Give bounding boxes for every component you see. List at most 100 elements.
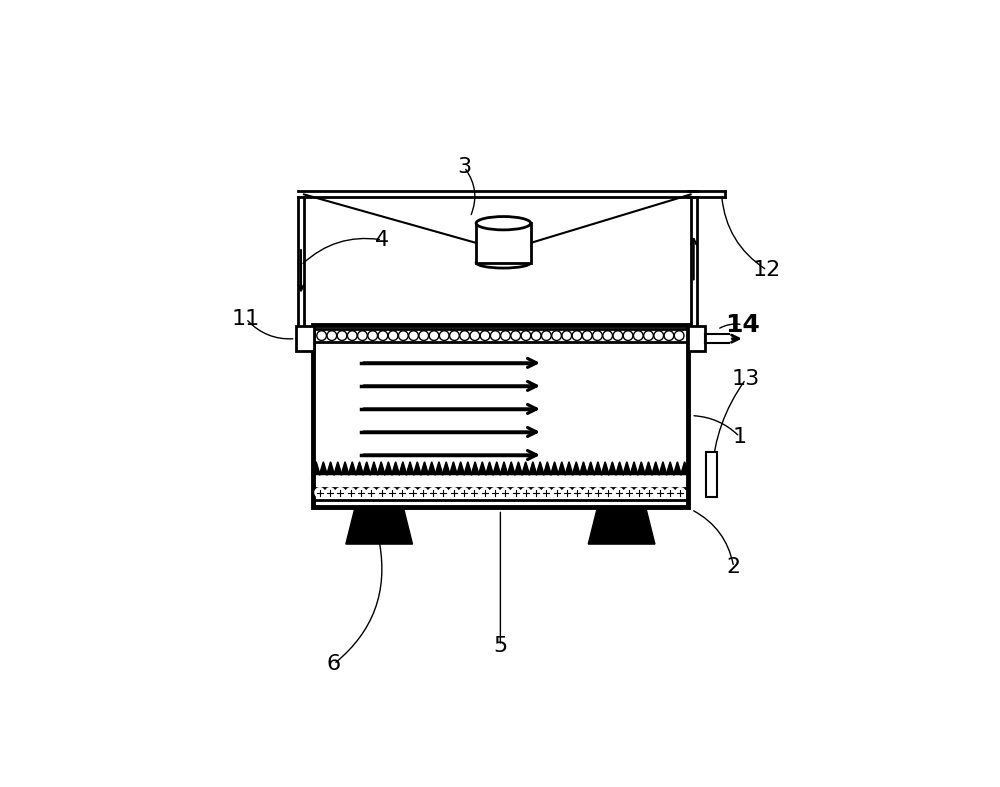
- Polygon shape: [522, 462, 529, 475]
- Text: 4: 4: [375, 230, 389, 250]
- Text: 11: 11: [232, 309, 260, 329]
- Polygon shape: [515, 462, 522, 475]
- Polygon shape: [573, 462, 580, 475]
- Text: 6: 6: [327, 654, 341, 674]
- Polygon shape: [681, 462, 688, 475]
- Circle shape: [552, 488, 562, 497]
- Circle shape: [336, 488, 345, 497]
- Circle shape: [459, 488, 469, 497]
- Polygon shape: [544, 462, 551, 475]
- Circle shape: [603, 488, 613, 497]
- Bar: [313, 325, 688, 507]
- Circle shape: [346, 488, 356, 497]
- Polygon shape: [334, 462, 341, 475]
- Circle shape: [439, 488, 448, 497]
- Polygon shape: [630, 462, 638, 475]
- Polygon shape: [443, 462, 450, 475]
- Polygon shape: [645, 462, 652, 475]
- Polygon shape: [558, 462, 565, 475]
- Circle shape: [387, 488, 397, 497]
- Polygon shape: [580, 462, 587, 475]
- Circle shape: [665, 488, 675, 497]
- Circle shape: [614, 488, 623, 497]
- Circle shape: [377, 488, 386, 497]
- Polygon shape: [674, 462, 681, 475]
- Polygon shape: [602, 462, 609, 475]
- Circle shape: [418, 488, 428, 497]
- Polygon shape: [486, 462, 493, 475]
- Polygon shape: [529, 462, 537, 475]
- Circle shape: [583, 488, 592, 497]
- Polygon shape: [587, 462, 594, 475]
- Circle shape: [408, 488, 417, 497]
- Polygon shape: [392, 462, 399, 475]
- Polygon shape: [464, 462, 471, 475]
- Polygon shape: [508, 462, 515, 475]
- Circle shape: [531, 488, 541, 497]
- Circle shape: [356, 488, 366, 497]
- Polygon shape: [406, 462, 414, 475]
- Circle shape: [325, 488, 335, 497]
- Polygon shape: [667, 462, 674, 475]
- Circle shape: [315, 488, 325, 497]
- Bar: [706, 452, 717, 497]
- Polygon shape: [638, 462, 645, 475]
- Bar: [476, 224, 531, 263]
- Polygon shape: [341, 462, 349, 475]
- Circle shape: [645, 488, 654, 497]
- Circle shape: [490, 488, 500, 497]
- Polygon shape: [399, 462, 406, 475]
- Polygon shape: [363, 462, 370, 475]
- Circle shape: [480, 488, 489, 497]
- Text: 13: 13: [732, 369, 760, 390]
- Polygon shape: [435, 462, 443, 475]
- Text: 12: 12: [753, 260, 781, 280]
- Polygon shape: [457, 462, 464, 475]
- Circle shape: [449, 488, 459, 497]
- Circle shape: [572, 488, 582, 497]
- Polygon shape: [313, 462, 320, 475]
- Text: 14: 14: [725, 312, 760, 337]
- Circle shape: [500, 488, 510, 497]
- Polygon shape: [652, 462, 659, 475]
- Circle shape: [542, 488, 551, 497]
- Polygon shape: [356, 462, 363, 475]
- Polygon shape: [565, 462, 573, 475]
- Circle shape: [562, 488, 572, 497]
- Text: 1: 1: [733, 427, 747, 447]
- Polygon shape: [414, 462, 421, 475]
- Polygon shape: [588, 508, 655, 544]
- Polygon shape: [537, 462, 544, 475]
- Circle shape: [366, 488, 376, 497]
- Polygon shape: [349, 462, 356, 475]
- Circle shape: [634, 488, 644, 497]
- Polygon shape: [450, 462, 457, 475]
- Text: 2: 2: [727, 557, 741, 577]
- Polygon shape: [346, 508, 413, 544]
- Polygon shape: [385, 462, 392, 475]
- Polygon shape: [320, 462, 327, 475]
- Circle shape: [428, 488, 438, 497]
- Polygon shape: [609, 462, 616, 475]
- Polygon shape: [551, 462, 558, 475]
- Circle shape: [624, 488, 634, 497]
- Polygon shape: [623, 462, 630, 475]
- Polygon shape: [370, 462, 378, 475]
- Polygon shape: [493, 462, 500, 475]
- Ellipse shape: [476, 216, 531, 230]
- Polygon shape: [421, 462, 428, 475]
- Polygon shape: [428, 462, 435, 475]
- Text: 5: 5: [493, 636, 508, 656]
- Polygon shape: [616, 462, 623, 475]
- Circle shape: [593, 488, 603, 497]
- Polygon shape: [500, 462, 508, 475]
- Circle shape: [511, 488, 520, 497]
- Text: 3: 3: [457, 157, 471, 177]
- Polygon shape: [327, 462, 334, 475]
- Polygon shape: [479, 462, 486, 475]
- Circle shape: [676, 488, 685, 497]
- Circle shape: [655, 488, 665, 497]
- Circle shape: [397, 488, 407, 497]
- Polygon shape: [659, 462, 667, 475]
- Polygon shape: [471, 462, 479, 475]
